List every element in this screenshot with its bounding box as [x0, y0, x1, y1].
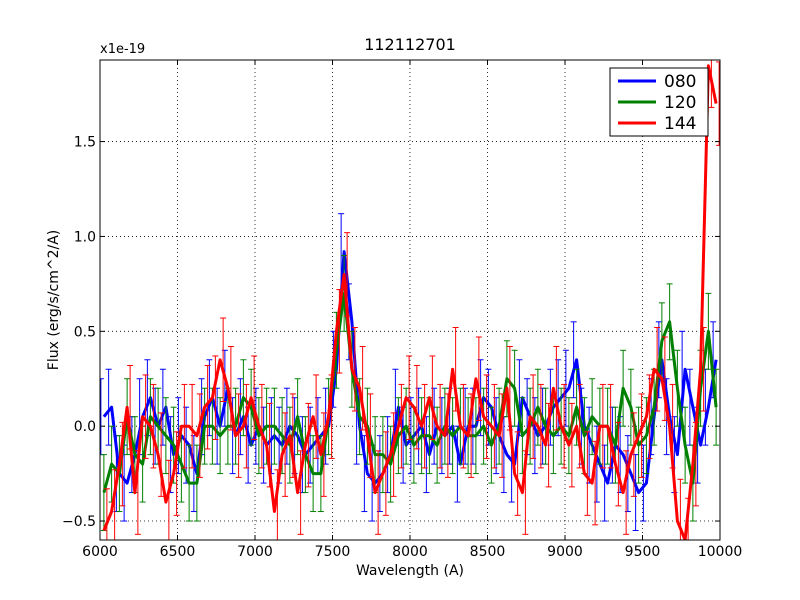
x-tick-label: 6000 — [82, 544, 118, 560]
y-tick-label: 1.0 — [74, 229, 96, 245]
y-scale-label: x1e-19 — [100, 42, 145, 57]
x-axis-label: Wavelength (A) — [356, 563, 464, 579]
x-tick-label: 10000 — [698, 544, 743, 560]
x-tick-label: 9000 — [547, 544, 583, 560]
y-tick-label: −0.5 — [62, 514, 96, 530]
x-tick-label: 8500 — [470, 544, 506, 560]
legend-label-120: 120 — [664, 93, 696, 113]
series-line-144 — [102, 64, 718, 540]
y-tick-label: 1.5 — [74, 135, 96, 151]
grid — [100, 60, 720, 540]
series-line-120 — [102, 291, 718, 493]
x-tick-label: 6500 — [160, 544, 196, 560]
x-tick-label: 7500 — [315, 544, 351, 560]
chart-title: 112112701 — [364, 35, 456, 54]
x-tick-label: 7000 — [237, 544, 273, 560]
legend-label-080: 080 — [664, 72, 696, 92]
axis-ticks: 6000 6500 7000 7500 8000 8500 9000 9500 10000 −0.… — [62, 60, 742, 560]
x-tick-label: 9500 — [625, 544, 661, 560]
x-tick-label: 8000 — [392, 544, 428, 560]
y-tick-label: 0.0 — [74, 419, 96, 435]
legend-label-144: 144 — [664, 114, 696, 134]
series-144 — [102, 60, 720, 540]
y-axis-label: Flux (erg/s/cm^2/A) — [46, 230, 62, 370]
series-layer — [100, 60, 720, 540]
y-tick-label: 0.5 — [74, 324, 96, 340]
